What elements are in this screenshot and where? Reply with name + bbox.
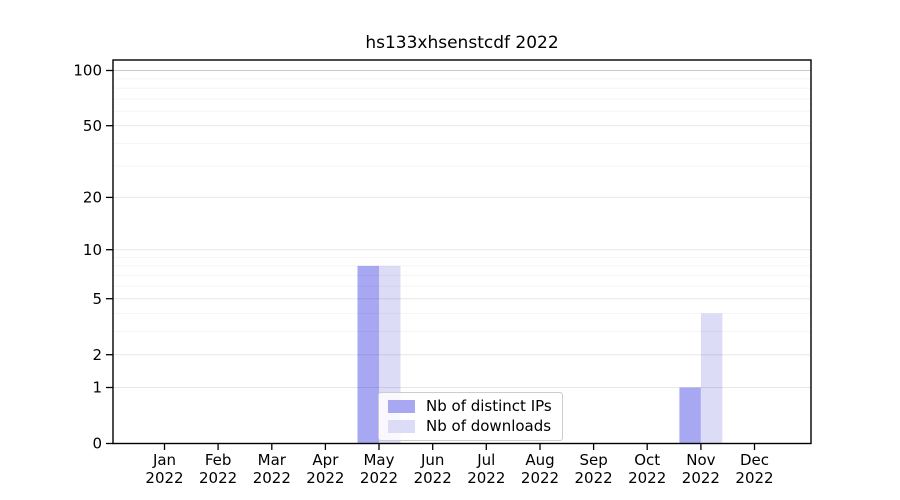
legend-entry-distinct-ips: Nb of distinct IPs <box>388 398 552 415</box>
x-tick-label-year: 2022 <box>467 469 505 487</box>
x-tick-label-month: Jun <box>420 451 444 469</box>
x-tick-label-month: Jul <box>476 451 495 469</box>
x-tick-label-year: 2022 <box>735 469 773 487</box>
legend-swatch-downloads <box>388 420 415 433</box>
chart-title: hs133xhsenstcdf 2022 <box>365 33 559 53</box>
x-tick-label-month: Jan <box>152 451 176 469</box>
x-tick-label-month: Nov <box>686 451 715 469</box>
x-tick-label-month: Dec <box>740 451 769 469</box>
y-tick-label: 10 <box>83 241 102 259</box>
legend-label-downloads: Nb of downloads <box>426 417 552 435</box>
x-tick-label-year: 2022 <box>360 469 398 487</box>
y-tick-label: 1 <box>92 379 102 397</box>
x-tick-label-month: Feb <box>205 451 232 469</box>
x-tick-label-month: Apr <box>312 451 339 469</box>
x-tick-label-month: Sep <box>579 451 607 469</box>
x-tick-label-year: 2022 <box>575 469 613 487</box>
x-tick-label-month: Mar <box>258 451 287 469</box>
y-tick-label: 2 <box>92 346 102 364</box>
x-tick-label-year: 2022 <box>628 469 666 487</box>
x-tick-label-year: 2022 <box>521 469 559 487</box>
x-tick-label-year: 2022 <box>199 469 237 487</box>
legend: Nb of distinct IPs Nb of downloads <box>378 392 563 441</box>
x-tick-label-year: 2022 <box>253 469 291 487</box>
legend-label-distinct-ips: Nb of distinct IPs <box>426 397 552 415</box>
legend-entry-downloads: Nb of downloads <box>388 418 552 435</box>
x-tick-label-month: Oct <box>634 451 660 469</box>
y-tick-label: 50 <box>83 117 102 135</box>
y-tick-label: 20 <box>83 189 102 207</box>
x-tick-label-year: 2022 <box>414 469 452 487</box>
y-tick-label: 100 <box>73 62 102 80</box>
x-tick-label-year: 2022 <box>682 469 720 487</box>
bar-distinct-ips-may <box>357 265 379 444</box>
bar-downloads-nov <box>700 313 723 444</box>
legend-swatch-distinct-ips <box>388 400 415 413</box>
y-tick-label: 0 <box>92 435 102 453</box>
x-tick-label-month: May <box>363 451 394 469</box>
bar-distinct-ips-nov <box>679 387 701 444</box>
plot-border <box>112 59 812 445</box>
y-tick-label: 5 <box>92 290 102 308</box>
x-tick-label-year: 2022 <box>145 469 183 487</box>
x-tick-label-month: Aug <box>525 451 554 469</box>
x-tick-label-year: 2022 <box>306 469 344 487</box>
